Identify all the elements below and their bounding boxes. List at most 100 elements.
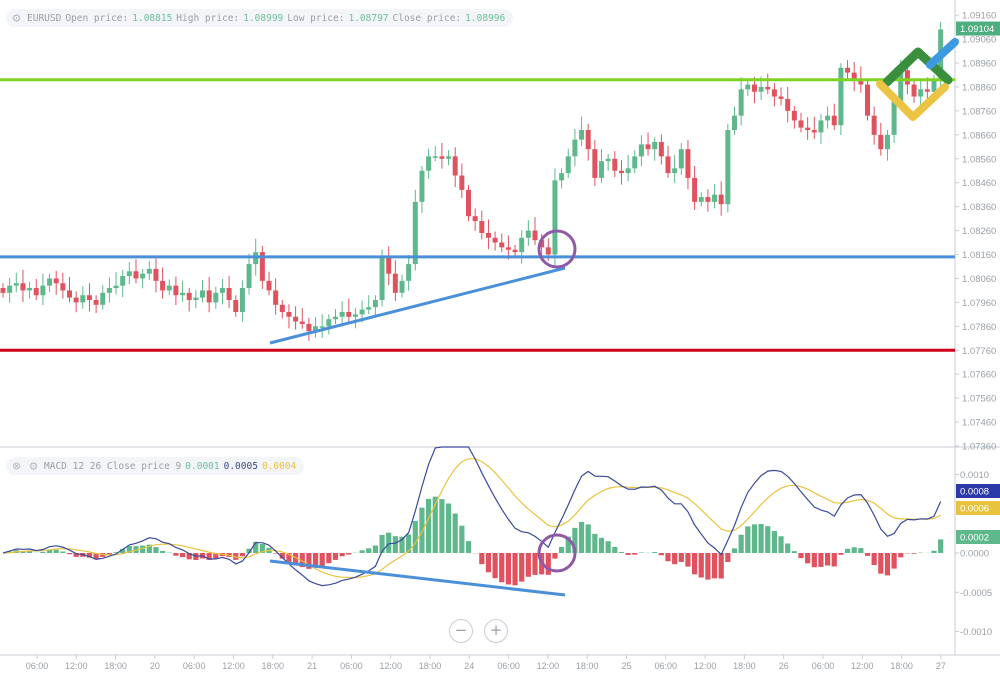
candle-up — [339, 311, 345, 317]
histogram-bar — [931, 550, 937, 553]
time-tick-label: 12:00 — [65, 661, 88, 671]
histogram-bar — [858, 548, 864, 553]
zoom-out-button[interactable]: − — [449, 619, 473, 643]
candle-up — [379, 256, 385, 301]
close-icon[interactable]: ⊗ — [12, 458, 21, 474]
histogram-bar — [146, 544, 152, 553]
candle-up — [599, 161, 604, 178]
candle-up — [712, 194, 718, 202]
candle-up — [106, 288, 112, 293]
time-tick-label: 12:00 — [537, 661, 560, 671]
histogram-bar — [386, 532, 392, 553]
macd-histogram — [7, 496, 944, 586]
time-tick-label: 18:00 — [104, 661, 127, 671]
histogram-bar — [412, 520, 418, 553]
histogram-bar — [106, 553, 112, 555]
histogram-bar — [173, 553, 179, 556]
time-tick-label: 06:00 — [497, 661, 520, 671]
histogram-bar — [465, 541, 472, 553]
macd-value-label: 0.0006 — [960, 504, 989, 515]
candle-up — [200, 290, 205, 298]
time-tick-label: 12:00 — [379, 661, 402, 671]
price-tick-label: 1.08860 — [962, 82, 996, 93]
histogram-bar — [379, 534, 385, 553]
histogram-bar — [525, 553, 531, 577]
candles — [0, 21, 944, 341]
histogram-bar — [891, 553, 897, 569]
candle-up — [525, 230, 531, 238]
candle-up — [100, 292, 106, 305]
candle-down — [665, 156, 671, 174]
candle-down — [0, 288, 6, 293]
candle-down — [259, 252, 265, 281]
histogram-bar — [545, 553, 551, 575]
candle-up — [27, 288, 33, 291]
candle-down — [286, 311, 292, 317]
macd-name: MACD 12 26 Close price 9 — [44, 460, 182, 472]
histogram-bar — [392, 536, 398, 553]
histogram-bar — [445, 503, 452, 553]
histogram-bar — [718, 553, 724, 579]
histogram-bar — [572, 527, 578, 553]
open-value: 1.08815 — [132, 12, 173, 24]
histogram-bar — [485, 553, 492, 573]
price-trendline — [269, 266, 566, 345]
candle-down — [705, 197, 711, 202]
time-tick-label: 24 — [464, 661, 474, 671]
price-tick-label: 1.09160 — [962, 11, 996, 22]
histogram-bar — [838, 553, 844, 555]
candle-up — [678, 149, 684, 169]
histogram-bar — [665, 553, 671, 562]
price-tick-label: 1.08760 — [962, 106, 996, 117]
macd-value-3: 0.0004 — [261, 460, 297, 472]
logo-yellow-chevron — [876, 80, 949, 121]
candle-down — [911, 84, 917, 97]
candle-down — [778, 96, 784, 99]
candle-down — [851, 72, 857, 80]
zoom-in-button[interactable]: + — [484, 619, 508, 643]
candle-down — [811, 130, 817, 133]
histogram-bar — [140, 545, 146, 553]
histogram-bar — [366, 548, 372, 553]
close-label: Close price: — [392, 12, 462, 24]
histogram-bar — [705, 553, 711, 580]
histogram-bar — [612, 547, 618, 553]
candle-up — [113, 285, 119, 289]
candle-down — [233, 300, 239, 312]
candle-up — [146, 268, 152, 274]
price-tick-label: 1.07760 — [962, 346, 996, 357]
histogram-bar — [771, 531, 777, 553]
candle-down — [499, 242, 505, 248]
candle-up — [7, 285, 13, 293]
high-value: 1.08999 — [243, 12, 284, 24]
candle-down — [585, 130, 591, 150]
histogram-bar — [346, 553, 352, 555]
macd-value-label: 0.0002 — [960, 533, 989, 544]
gear-icon[interactable]: ⚙ — [12, 10, 21, 26]
candle-up — [426, 156, 432, 171]
histogram-bar — [86, 553, 93, 558]
gear-icon[interactable]: ⚙ — [29, 458, 38, 474]
candle-up — [918, 89, 924, 97]
candle-up — [372, 300, 378, 308]
time-tick-label: 18:00 — [419, 661, 442, 671]
candle-up — [891, 101, 897, 135]
histogram-bar — [851, 547, 857, 553]
histogram-bar — [585, 524, 591, 553]
price-tick-label: 1.07360 — [962, 442, 996, 453]
candle-up — [559, 173, 565, 181]
candle-down — [226, 288, 232, 301]
candle-down — [539, 240, 545, 248]
time-tick-label: 12:00 — [222, 661, 245, 671]
candle-down — [505, 247, 511, 250]
candle-up — [672, 168, 678, 174]
candle-up — [333, 316, 338, 320]
candle-up — [652, 142, 658, 150]
candle-up — [406, 264, 412, 281]
price-tick-label: 1.08960 — [962, 59, 996, 70]
candle-up — [698, 197, 704, 202]
candle-up — [825, 115, 831, 121]
histogram-bar — [698, 553, 704, 578]
candle-up — [40, 285, 46, 296]
